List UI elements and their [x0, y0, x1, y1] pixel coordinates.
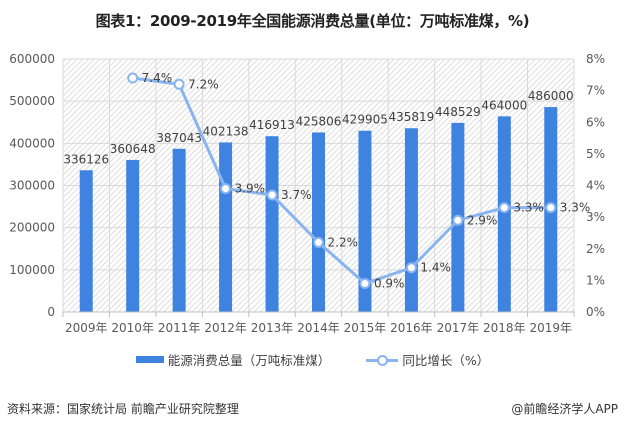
line-data-label: 3.3%: [513, 201, 544, 215]
bar: [219, 142, 233, 312]
bar: [497, 116, 511, 312]
bar: [126, 159, 140, 312]
y-right-tick-label: 2%: [586, 242, 605, 256]
legend-bar-swatch: [135, 356, 164, 363]
y-right-tick-label: 0%: [586, 305, 605, 319]
bar-data-label: 486000: [528, 89, 574, 103]
line-data-label: 2.9%: [467, 213, 498, 227]
line-point: [127, 72, 139, 84]
line-point: [173, 78, 185, 90]
x-tick-label: 2016年: [390, 321, 433, 335]
line-point: [498, 202, 510, 214]
y-right-tick-label: 5%: [586, 147, 605, 161]
x-tick-label: 2012年: [204, 321, 247, 335]
x-tick-label: 2018年: [483, 321, 526, 335]
bar: [312, 132, 325, 312]
x-tick-label: 2013年: [251, 321, 294, 335]
y-left-tick-label: 500000: [9, 94, 55, 108]
x-tick-label: 2014年: [297, 321, 340, 335]
x-tick-label: 2011年: [158, 321, 201, 335]
y-left-tick-label: 600000: [9, 52, 55, 66]
bar-data-label: 448529: [435, 105, 481, 119]
line-data-label: 1.4%: [420, 261, 451, 275]
bar: [172, 148, 186, 312]
bar-data-label: 416913: [249, 118, 295, 132]
y-right-tick-label: 4%: [586, 179, 605, 193]
legend-item-bar: 能源消费总量（万吨标准煤）: [135, 350, 331, 369]
bar-data-label: 360648: [110, 142, 156, 156]
bar-data-label: 336126: [63, 152, 109, 166]
bars: [79, 107, 558, 312]
y-right-tick-label: 6%: [586, 115, 605, 129]
line-point: [545, 202, 557, 214]
x-tick-label: 2019年: [529, 321, 572, 335]
y-left-tick-label: 0: [47, 305, 55, 319]
legend-item-line: 同比增长（%）: [366, 350, 489, 369]
credit: @前瞻经济学人APP: [511, 402, 618, 416]
line-path: [132, 76, 551, 286]
line-point: [313, 236, 324, 248]
x-tick-label: 2017年: [437, 321, 480, 335]
line-data-label: 3.9%: [235, 182, 266, 196]
y-right-tick-label: 8%: [586, 52, 605, 66]
line-point: [405, 262, 417, 274]
bar-data-label: 387043: [156, 131, 202, 145]
bar-data-label: 464000: [481, 98, 527, 112]
line-data-label: 2.2%: [328, 235, 359, 249]
y-left-tick-label: 200000: [9, 221, 55, 235]
bar: [404, 128, 418, 312]
x-tick-label: 2010年: [111, 321, 154, 335]
bar: [79, 170, 93, 312]
line-data-label: 3.3%: [560, 201, 591, 215]
bar-data-label: 435819: [389, 110, 435, 124]
footer: 资料来源：国家统计局 前瞻产业研究院整理 @前瞻经济学人APP: [7, 400, 618, 417]
bar-data-label: 429905: [342, 113, 388, 127]
chart-title: 图表1：2009-2019年全国能源消费总量(单位：万吨标准煤，%): [95, 12, 530, 30]
line-data-label: 0.9%: [374, 277, 405, 291]
legend-bar-label: 能源消费总量（万吨标准煤）: [167, 353, 331, 368]
axes: 0 100000 200000 300000 400000 500000 600000 0% 1…: [9, 52, 605, 335]
y-left-tick-label: 300000: [9, 179, 55, 193]
legend: 能源消费总量（万吨标准煤） 同比增长（%）: [0, 350, 625, 369]
x-tick-label: 2015年: [344, 321, 387, 335]
y-right-tick-label: 3%: [586, 210, 605, 224]
line-data-label: 7.4%: [142, 71, 173, 85]
line-point: [452, 214, 464, 226]
bar-data-label: 425806: [296, 114, 342, 128]
line-point: [266, 189, 278, 201]
line-data-label: 3.7%: [281, 188, 312, 202]
y-left-tick-label: 400000: [9, 136, 55, 150]
line-data-label: 7.2%: [188, 77, 219, 91]
bar-data-label: 402138: [203, 124, 249, 138]
line-point: [359, 278, 371, 290]
y-left-tick-label: 100000: [9, 263, 55, 277]
bar: [358, 130, 372, 312]
y-right-tick-label: 7%: [586, 84, 605, 98]
source-note: 资料来源：国家统计局 前瞻产业研究院整理: [7, 402, 239, 416]
bar: [265, 136, 279, 312]
legend-line-label: 同比增长（%）: [402, 353, 490, 368]
growth-line: 7.4% 7.2% 3.9% 3.7% 2.2% 0.9% 1.4% 2.9% 3.3% 3.3%: [127, 71, 591, 291]
line-point: [220, 183, 232, 195]
legend-line-swatch: [366, 354, 399, 366]
x-tick-label: 2009年: [65, 321, 108, 335]
y-right-tick-label: 1%: [586, 273, 605, 287]
